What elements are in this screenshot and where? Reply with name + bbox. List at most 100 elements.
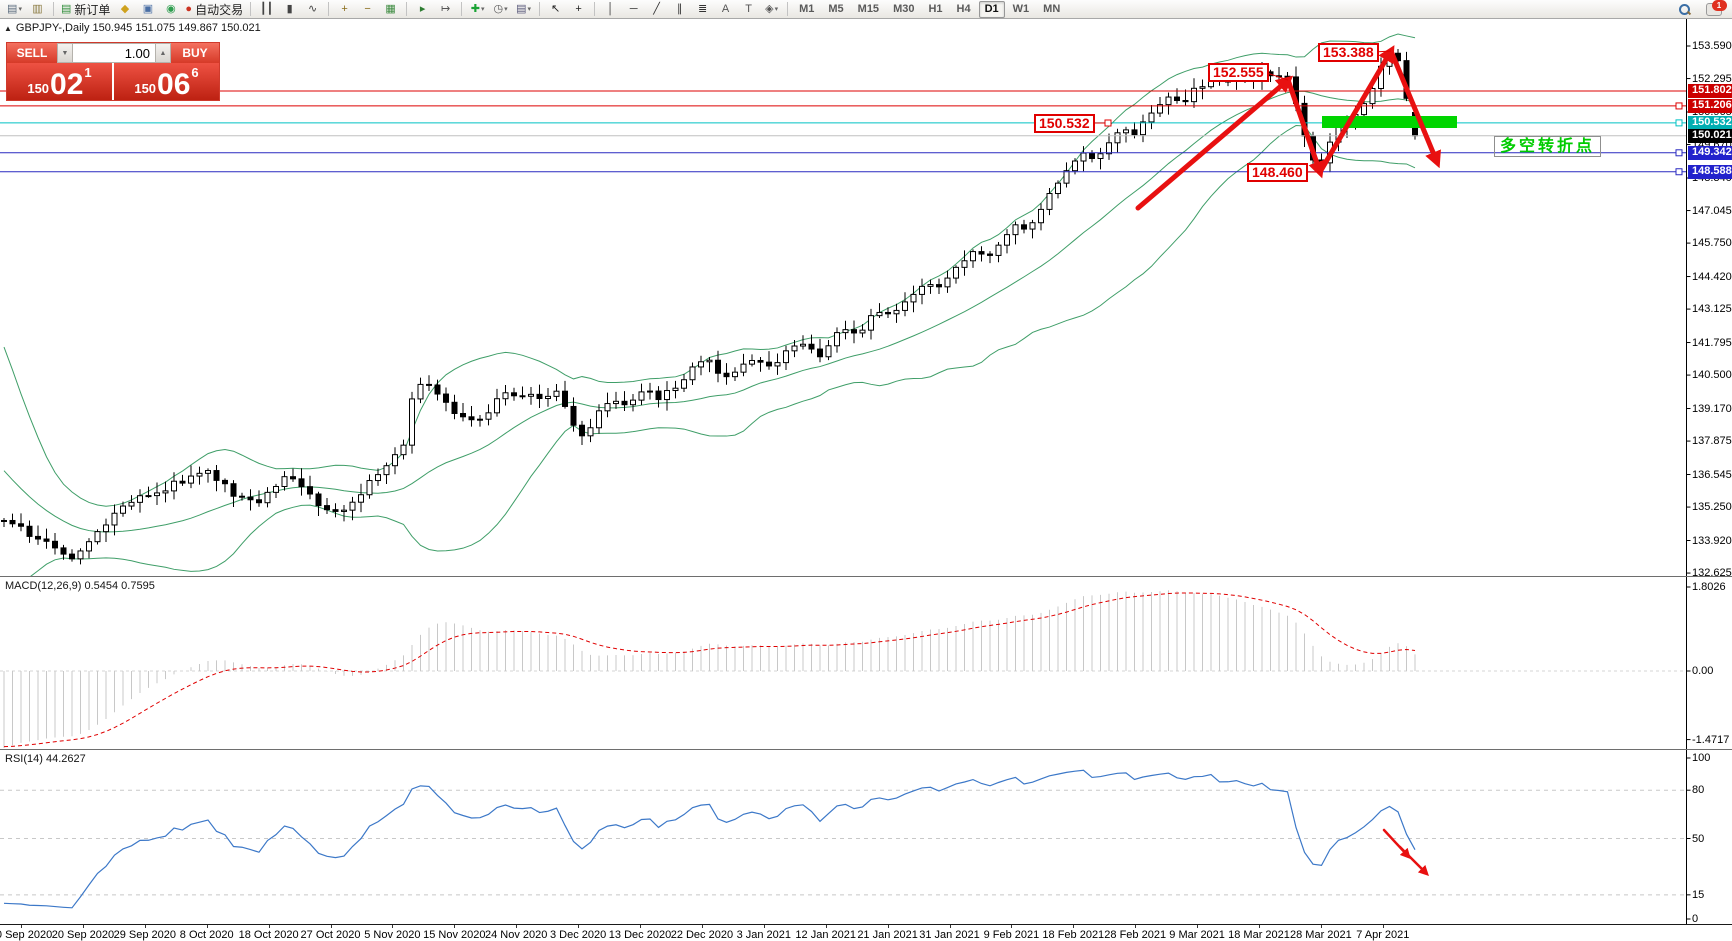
date-tick-mark [392,925,394,928]
volume-increase-button[interactable]: ▲ [155,43,171,63]
autotrading-button[interactable]: ● 自动交易 [182,0,246,18]
sell-price-box[interactable]: 150 02 1 [7,63,112,100]
buy-price-box[interactable]: 150 06 6 [114,63,219,100]
auto-scroll-button[interactable]: ▸ [411,0,434,18]
note-annotation: 多空转折点 [1494,136,1602,157]
bar-chart-button[interactable]: ┃┃ [255,0,278,18]
timeframe-w1[interactable]: W1 [1012,3,1030,15]
trendline-button[interactable]: ╱ [645,0,668,18]
timeframe-h1[interactable]: H1 [928,3,943,15]
date-tick-mark [1011,925,1013,928]
timeframe-m5[interactable]: M5 [828,3,844,15]
chat-button[interactable]: 1 [1702,0,1727,18]
timeframe-m1[interactable]: M1 [799,3,815,15]
macd-canvas[interactable] [0,577,1732,749]
rsi-pane[interactable]: RSI(14) 44.2627 100 80 50 15 0 [0,749,1732,924]
crosshair-button[interactable]: + [567,0,590,18]
arrows-icon: ◈ [765,2,774,15]
timeframe-m30[interactable]: M30 [893,3,915,15]
price-level-badge: 151.802 [1688,83,1732,98]
collapse-panel-icon[interactable]: ▲ [4,23,12,33]
date-label: 8 Oct 2020 [179,929,234,941]
label-icon: T [745,2,752,15]
volume-input[interactable]: 1.00 [73,43,155,63]
price-annotation-label: 152.555 [1208,63,1269,82]
volume-decrease-button[interactable]: ▼ [57,43,73,63]
date-label: 10 Sep 2020 [0,929,53,941]
metaeditor-button[interactable]: ◆ [113,0,136,18]
line-chart-button[interactable]: ∿ [301,0,324,18]
buy-price-prefix: 150 [134,81,157,96]
price-tick-label: 147.045 [1692,204,1732,217]
new-chart-button[interactable]: ▤ ▾ [3,0,26,18]
cursor-button[interactable]: ↖ [544,0,567,18]
text-button[interactable]: A [714,0,737,18]
date-tick-mark [21,925,22,928]
templates-icon: ▤ [516,2,527,15]
price-tick-label: 132.625 [1692,567,1732,576]
channel-button[interactable]: ∥ [668,0,691,18]
price-tick-label: 140.500 [1692,369,1732,382]
rsi-scale-label: 80 [1692,784,1705,797]
toolbar-separator [461,2,463,16]
date-label: 18 Mar 2021 [1228,929,1290,941]
vertical-line-button[interactable]: │ [599,0,622,18]
terminal-button[interactable]: ▣ [136,0,159,18]
date-label: 7 Apr 2021 [1356,929,1410,941]
rsi-scale-label: 50 [1692,832,1705,845]
date-label: 31 Jan 2021 [919,929,980,941]
date-tick-mark [1073,925,1075,928]
templates-button[interactable]: ▤ ▾ [512,0,535,18]
timeframe-m15[interactable]: M15 [857,3,880,15]
timeframe-mn[interactable]: MN [1043,3,1061,15]
candlestick-button[interactable]: ▮ [278,0,301,18]
fibonacci-icon: ≣ [697,2,708,15]
new-order-label: 新订单 [74,2,111,17]
macd-scale-label: -1.4717 [1692,733,1730,746]
trendline-icon: ╱ [653,2,660,15]
dropdown-caret-icon: ▾ [480,6,485,13]
arrows-button[interactable]: ◈ ▾ [760,0,783,18]
price-level-badge: 150.532 [1688,115,1732,130]
zoom-out-button[interactable]: − [356,0,379,18]
date-label: 22 Dec 2020 [670,929,734,941]
rsi-canvas[interactable] [0,750,1732,924]
date-tick-mark [144,925,146,928]
tile-windows-button[interactable]: ▦ [379,0,402,18]
sell-button[interactable]: SELL [7,43,57,63]
cursor-icon: ↖ [550,2,561,15]
price-annotation-label: 150.532 [1034,114,1095,133]
rsi-scale-label: 100 [1692,752,1711,764]
periods-button[interactable]: ◷ ▾ [489,0,512,18]
date-tick-mark [206,925,208,928]
fibonacci-button[interactable]: ≣ [691,0,714,18]
date-tick-mark [640,925,641,928]
indicators-button[interactable]: ✚ ▾ [466,0,489,18]
price-chart-canvas[interactable] [0,19,1732,576]
new-chart-icon: ▤ [7,2,18,15]
buy-button[interactable]: BUY [171,43,219,63]
date-label: 21 Jan 2021 [857,929,918,941]
timeframe-d1[interactable]: D1 [978,0,1005,18]
label-button[interactable]: T [737,0,760,18]
candlestick-icon: ▮ [286,2,293,15]
autotrading-label: 自动交易 [195,2,244,17]
macd-pane[interactable]: MACD(12,26,9) 0.5454 0.7595 1.8026 0.00 -1… [0,576,1732,749]
chart-shift-button[interactable]: ↦ [434,0,457,18]
toolbar-right: 1 [1673,0,1729,18]
date-tick-mark [578,925,580,928]
price-pane[interactable]: ▲ GBPJPY-,Daily 150.945 151.075 149.867 … [0,19,1732,576]
search-icon [1679,3,1690,15]
new-order-button[interactable]: ▤ 新订单 [58,0,113,18]
crosshair-icon: + [575,2,582,15]
horizontal-line-button[interactable]: ─ [622,0,645,18]
zoom-out-icon: − [364,2,371,15]
buy-price-sup: 6 [191,65,199,80]
dropdown-caret-icon: ▾ [527,6,532,13]
signals-button[interactable]: ◉ [159,0,182,18]
chart-profile-button[interactable]: ▥ [26,0,49,18]
timeframe-h4[interactable]: H4 [956,3,971,15]
zoom-in-button[interactable]: + [333,0,356,18]
search-button[interactable] [1673,0,1696,18]
